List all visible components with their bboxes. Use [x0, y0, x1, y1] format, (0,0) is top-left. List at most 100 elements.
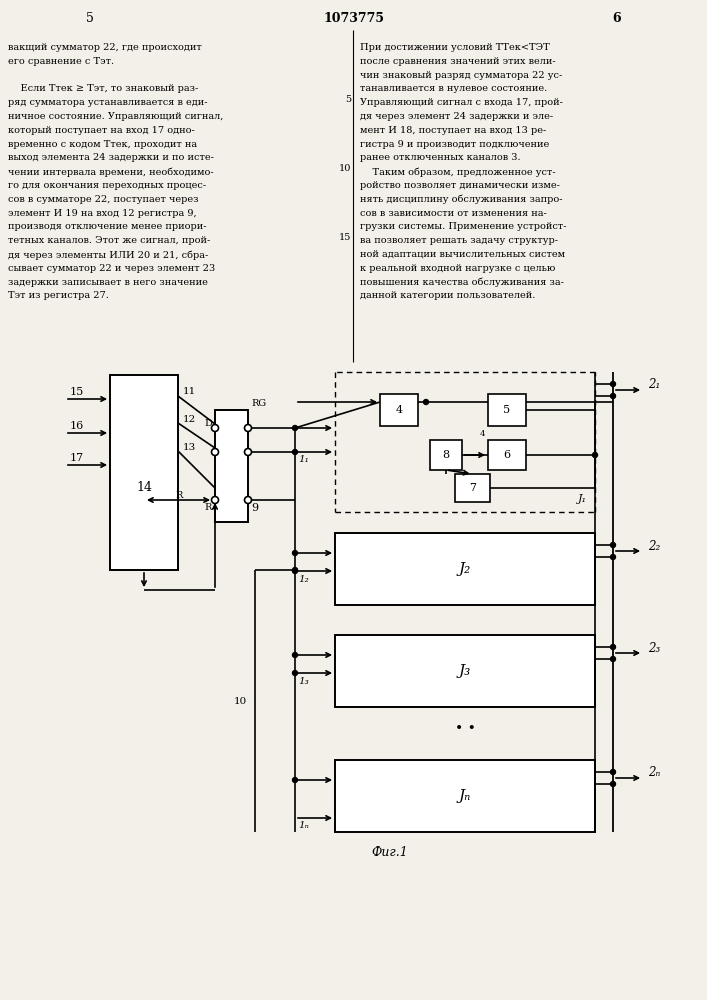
Text: данной категории пользователей.: данной категории пользователей. — [360, 291, 535, 300]
Text: ранее отключенных каналов 3.: ранее отключенных каналов 3. — [360, 153, 520, 162]
Text: 13: 13 — [183, 442, 197, 452]
Text: Tэт из регистра 27.: Tэт из регистра 27. — [8, 291, 109, 300]
Text: 9: 9 — [251, 503, 258, 513]
Circle shape — [611, 554, 616, 560]
Circle shape — [611, 393, 616, 398]
Text: элемент И 19 на вход 12 регистра 9,: элемент И 19 на вход 12 регистра 9, — [8, 209, 197, 218]
Bar — [488, 440, 526, 470]
Bar — [110, 375, 178, 570]
Text: ряд сумматора устанавливается в еди-: ряд сумматора устанавливается в еди- — [8, 98, 207, 107]
Circle shape — [293, 670, 298, 676]
Text: D: D — [204, 420, 212, 428]
Text: Управляющий сигнал с входа 17, прой-: Управляющий сигнал с входа 17, прой- — [360, 98, 563, 107]
Circle shape — [211, 448, 218, 456]
Text: 6: 6 — [613, 11, 621, 24]
Circle shape — [611, 381, 616, 386]
Text: 5: 5 — [86, 11, 94, 24]
Text: гистра 9 и производит подключение: гистра 9 и производит подключение — [360, 140, 549, 149]
Text: временно с кодом Tтек, проходит на: временно с кодом Tтек, проходит на — [8, 140, 197, 149]
Text: чин знаковый разряд сумматора 22 ус-: чин знаковый разряд сумматора 22 ус- — [360, 71, 562, 80]
Text: производя отключение менее приори-: производя отключение менее приори- — [8, 222, 206, 231]
Circle shape — [245, 424, 252, 432]
Text: сов в зависимости от изменения на-: сов в зависимости от изменения на- — [360, 209, 547, 218]
Text: го для окончания переходных процес-: го для окончания переходных процес- — [8, 181, 206, 190]
Text: Таким образом, предложенное уст-: Таким образом, предложенное уст- — [360, 167, 556, 177]
Bar — [215, 410, 248, 522]
Circle shape — [611, 656, 616, 662]
Text: 10: 10 — [234, 696, 247, 706]
Text: тетных каналов. Этот же сигнал, прой-: тетных каналов. Этот же сигнал, прой- — [8, 236, 210, 245]
Text: вакщий сумматор 22, где происходит: вакщий сумматор 22, где происходит — [8, 43, 201, 52]
Text: дя через элемент 24 задержки и эле-: дя через элемент 24 задержки и эле- — [360, 112, 553, 121]
Circle shape — [211, 496, 218, 504]
Text: 7: 7 — [469, 483, 476, 493]
Text: выход элемента 24 задержки и по исте-: выход элемента 24 задержки и по исте- — [8, 153, 214, 162]
Text: ва позволяет решать задачу структур-: ва позволяет решать задачу структур- — [360, 236, 558, 245]
Text: мент И 18, поступает на вход 13 ре-: мент И 18, поступает на вход 13 ре- — [360, 126, 547, 135]
Text: 1ₙ: 1ₙ — [298, 822, 309, 830]
Text: нять дисциплину обслуживания запро-: нять дисциплину обслуживания запро- — [360, 195, 563, 204]
Circle shape — [293, 568, 298, 574]
Circle shape — [611, 542, 616, 548]
Text: • •: • • — [455, 722, 475, 736]
Text: RG: RG — [251, 399, 266, 408]
Text: ничное состояние. Управляющий сигнал,: ничное состояние. Управляющий сигнал, — [8, 112, 223, 121]
Text: 15: 15 — [339, 233, 351, 242]
Text: 1₃: 1₃ — [298, 676, 309, 686]
Bar — [455, 474, 490, 502]
Circle shape — [245, 448, 252, 456]
Text: ройство позволяет динамически изме-: ройство позволяет динамически изме- — [360, 181, 560, 190]
Circle shape — [293, 550, 298, 556]
Bar — [335, 760, 595, 832]
Text: 2₂: 2₂ — [648, 540, 660, 552]
Text: задержки записывает в него значение: задержки записывает в него значение — [8, 278, 208, 287]
Text: 6: 6 — [503, 450, 510, 460]
Text: 1₂: 1₂ — [298, 574, 309, 584]
Text: грузки системы. Применение устройст-: грузки системы. Применение устройст- — [360, 222, 566, 231]
Text: 5: 5 — [503, 405, 510, 415]
Text: 14: 14 — [136, 481, 152, 494]
Circle shape — [423, 399, 428, 404]
Bar — [335, 635, 595, 707]
Circle shape — [293, 652, 298, 658]
Text: 12: 12 — [183, 414, 197, 424]
Text: 16: 16 — [70, 421, 84, 431]
Circle shape — [611, 770, 616, 774]
Circle shape — [245, 496, 252, 504]
Text: 1073775: 1073775 — [324, 11, 385, 24]
Text: При достижении условий TТек<TЭТ: При достижении условий TТек<TЭТ — [360, 43, 550, 52]
Text: после сравнения значений этих вели-: после сравнения значений этих вели- — [360, 57, 556, 66]
Text: 8: 8 — [443, 450, 450, 460]
Text: 17: 17 — [70, 453, 84, 463]
Text: J₃: J₃ — [459, 664, 471, 678]
Text: чении интервала времени, необходимо-: чении интервала времени, необходимо- — [8, 167, 214, 177]
Text: R: R — [204, 504, 212, 512]
Circle shape — [211, 424, 218, 432]
Text: Jₙ: Jₙ — [459, 789, 471, 803]
Text: который поступает на вход 17 одно-: который поступает на вход 17 одно- — [8, 126, 194, 135]
Text: ной адаптации вычислительных систем: ной адаптации вычислительных систем — [360, 250, 565, 259]
Text: к реальной входной нагрузке с целью: к реальной входной нагрузке с целью — [360, 264, 556, 273]
Text: 2ₙ: 2ₙ — [648, 766, 660, 780]
Text: R: R — [176, 491, 183, 500]
Text: 1₁: 1₁ — [298, 454, 309, 464]
Text: 2₃: 2₃ — [648, 642, 660, 654]
Circle shape — [293, 450, 298, 454]
Text: Если Tтек ≥ Tэт, то знаковый раз-: Если Tтек ≥ Tэт, то знаковый раз- — [8, 84, 198, 93]
Text: сов в сумматоре 22, поступает через: сов в сумматоре 22, поступает через — [8, 195, 199, 204]
Text: 4: 4 — [395, 405, 402, 415]
Circle shape — [293, 426, 298, 430]
Circle shape — [293, 568, 298, 572]
Text: 2₁: 2₁ — [648, 378, 660, 391]
Text: 15: 15 — [70, 387, 84, 397]
Text: Фиг.1: Фиг.1 — [372, 846, 409, 858]
Circle shape — [293, 778, 298, 782]
Text: сывает сумматор 22 и через элемент 23: сывает сумматор 22 и через элемент 23 — [8, 264, 215, 273]
Text: танавливается в нулевое состояние.: танавливается в нулевое состояние. — [360, 84, 547, 93]
Bar — [335, 533, 595, 605]
Circle shape — [611, 782, 616, 786]
Bar — [430, 440, 462, 470]
Text: его сравнение с Tэт.: его сравнение с Tэт. — [8, 57, 114, 66]
Text: 10: 10 — [339, 164, 351, 173]
Text: дя через элементы ИЛИ 20 и 21, сбра-: дя через элементы ИЛИ 20 и 21, сбра- — [8, 250, 209, 259]
